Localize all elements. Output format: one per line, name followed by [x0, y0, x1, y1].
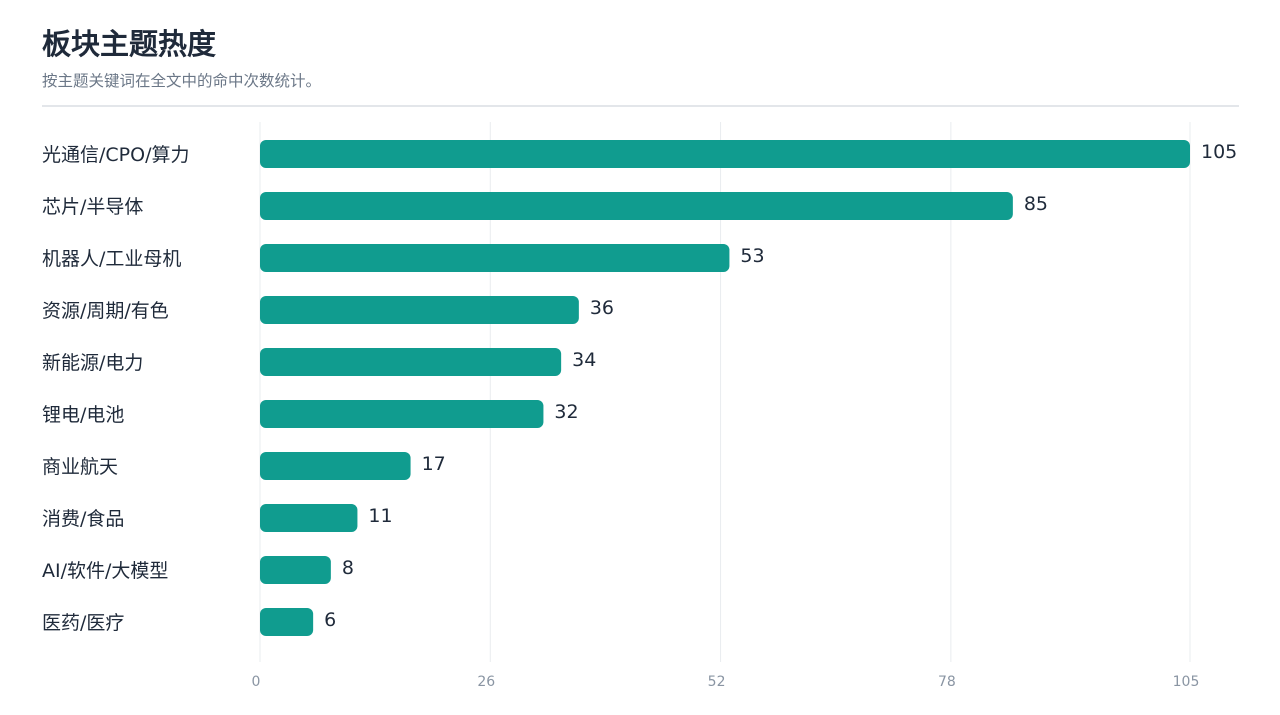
value-label: 32 [554, 401, 578, 423]
bar [260, 400, 544, 428]
bar [260, 608, 314, 636]
bar [260, 244, 730, 272]
chart-header: 板块主题热度 按主题关键词在全文中的命中次数统计。 [42, 24, 1239, 92]
category-label: 资源/周期/有色 [42, 300, 169, 322]
category-label: 锂电/电池 [42, 404, 124, 426]
value-label: 36 [590, 297, 614, 319]
x-tick-label: 26 [477, 674, 495, 690]
category-label: 医药/医疗 [42, 612, 124, 634]
category-label: 芯片/半导体 [42, 196, 143, 218]
category-label: 新能源/电力 [42, 352, 143, 374]
bar [260, 192, 1013, 220]
value-label: 17 [422, 453, 446, 475]
bar [260, 452, 411, 480]
bar [260, 504, 358, 532]
x-tick-label: 105 [1173, 674, 1200, 690]
category-label: 机器人/工业母机 [42, 248, 181, 270]
bar [260, 140, 1190, 168]
category-label: AI/软件/大模型 [42, 560, 168, 582]
value-label: 6 [324, 609, 336, 631]
value-label: 53 [740, 245, 764, 267]
category-label: 光通信/CPO/算力 [42, 144, 189, 166]
value-label: 105 [1201, 141, 1237, 163]
bar [260, 296, 579, 324]
value-label: 85 [1024, 193, 1048, 215]
x-tick-label: 0 [252, 674, 261, 690]
value-label: 34 [572, 349, 596, 371]
category-label: 商业航天 [42, 456, 118, 478]
x-axis-ticks: 0 26 52 78 105 [252, 674, 1200, 690]
category-labels: 光通信/CPO/算力芯片/半导体机器人/工业母机资源/周期/有色新能源/电力锂电… [42, 144, 189, 634]
value-label: 11 [368, 505, 392, 527]
value-labels: 105 85 53 36 34 32 17 11 8 6 [324, 141, 1237, 631]
x-tick-label: 78 [938, 674, 956, 690]
category-label: 消费/食品 [42, 508, 124, 530]
bars [260, 140, 1190, 636]
x-tick-label: 52 [708, 674, 726, 690]
header-divider [42, 105, 1239, 107]
bar [260, 348, 562, 376]
chart-subtitle: 按主题关键词在全文中的命中次数统计。 [42, 72, 322, 90]
value-label: 8 [342, 557, 354, 579]
bar [260, 556, 331, 584]
chart-title: 板块主题热度 [42, 27, 217, 61]
